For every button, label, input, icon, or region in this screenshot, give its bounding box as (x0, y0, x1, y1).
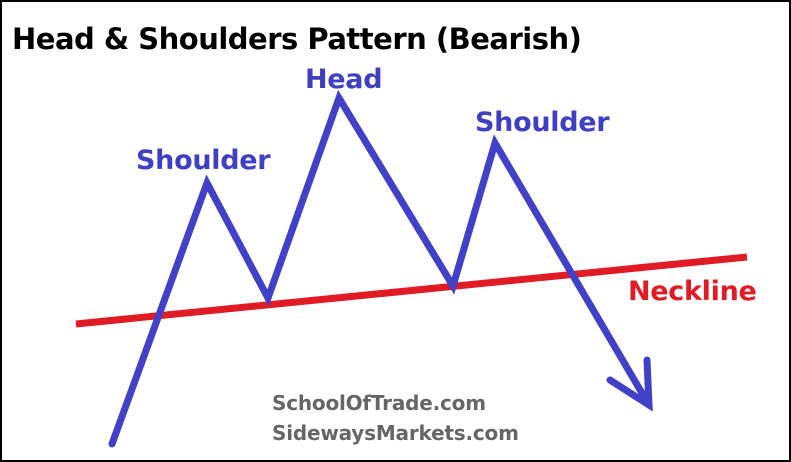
watermark-schooloftrade: SchoolOfTrade.com (272, 391, 486, 415)
watermark-sidewaysmarkets: SidewaysMarkets.com (272, 421, 519, 445)
chart-title: Head & Shoulders Pattern (Bearish) (12, 22, 582, 56)
neckline-line (75, 253, 748, 328)
right-shoulder-label: Shoulder (475, 107, 610, 138)
down-arrow-icon (606, 356, 653, 412)
head-label: Head (305, 64, 383, 95)
left-shoulder-label: Shoulder (136, 145, 271, 176)
price-path (108, 89, 653, 448)
neckline-label: Neckline (628, 276, 757, 307)
